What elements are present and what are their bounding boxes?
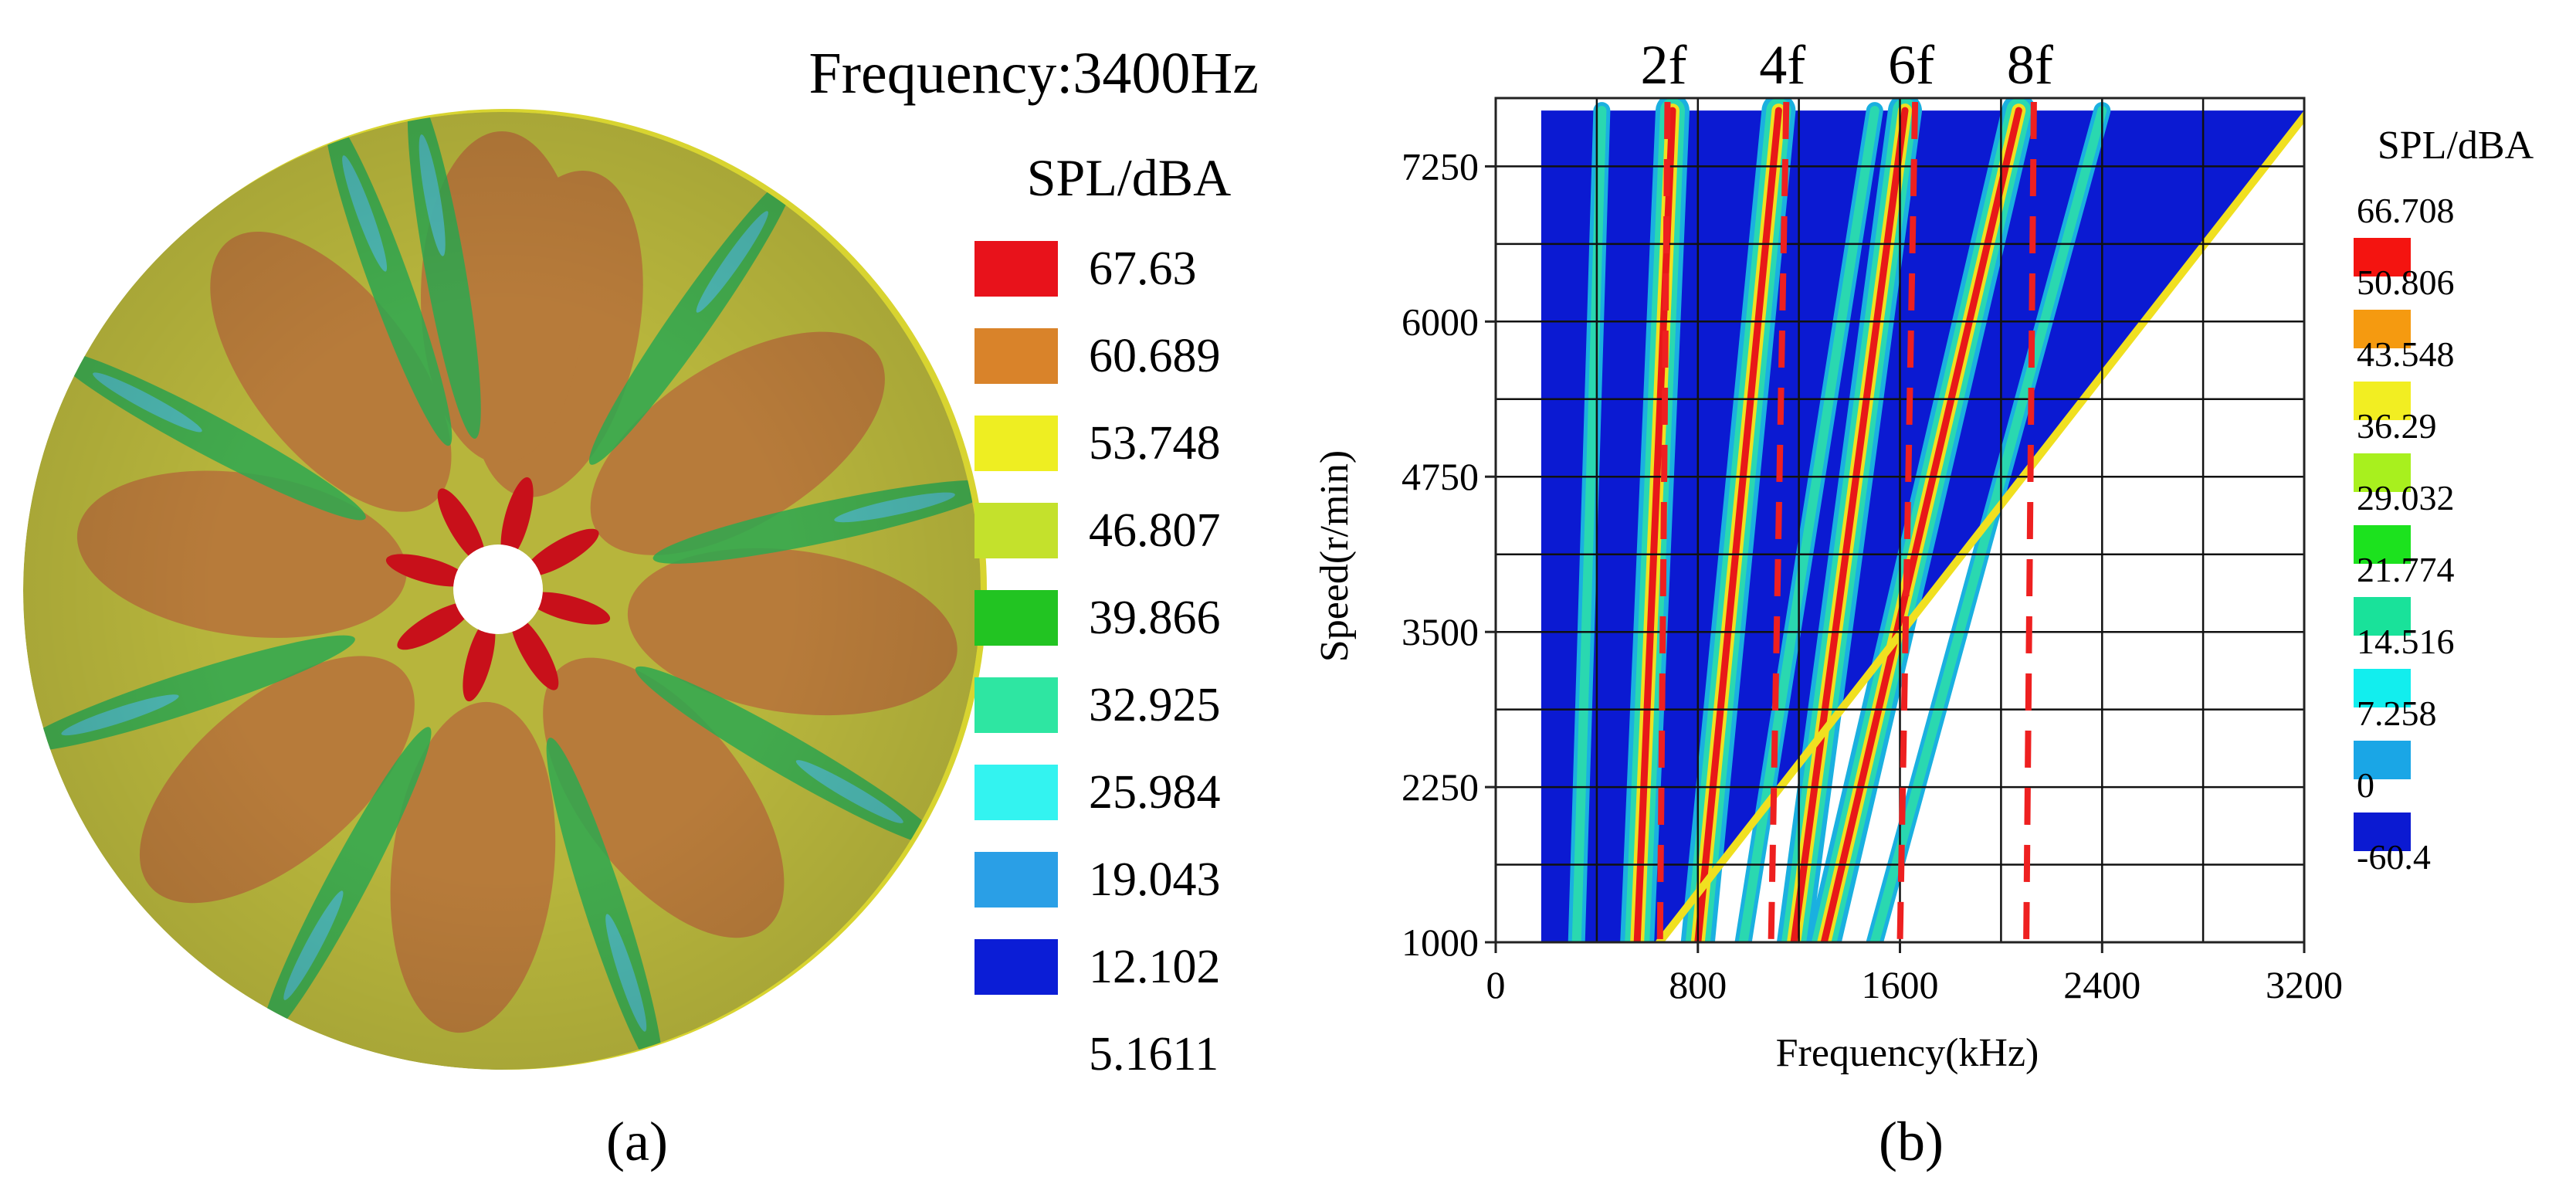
hub-spike [524, 528, 599, 577]
legend-b-value: 36.29 [2357, 406, 2437, 446]
legend-a-value: 25.984 [1089, 766, 1221, 819]
legend-b-value: 66.708 [2357, 191, 2455, 230]
legend-a-value: 32.925 [1089, 679, 1221, 731]
y-tick-label: 3500 [1402, 610, 1479, 653]
hub-spike [397, 602, 472, 650]
y-tick-label: 2250 [1402, 765, 1479, 809]
order-label: 2f [1641, 34, 1687, 96]
sound-pressure-disc [23, 109, 987, 1070]
order-line [2023, 101, 2037, 943]
legend-b-swatch [2354, 813, 2411, 851]
y-axis-label: Speed(r/min) [1313, 450, 1357, 662]
order-line [1656, 101, 1671, 943]
legend-b-swatch [2354, 310, 2411, 348]
legend-b-value: 21.774 [2357, 550, 2455, 589]
legend-a-value: 5.1611 [1089, 1028, 1219, 1081]
legend-a-swatch [974, 939, 1058, 995]
legend-a-value: 60.689 [1089, 330, 1221, 382]
legend-a-value: 19.043 [1089, 853, 1221, 906]
panel-a-label: (a) [606, 1111, 668, 1172]
legend-b-value: 29.032 [2357, 478, 2455, 517]
hub-spike [437, 488, 486, 563]
legend-b-swatch [2354, 669, 2411, 707]
panel-a-legend-title: SPL/dBA [1027, 148, 1232, 207]
x-axis-label: Frequency(kHz) [1776, 1031, 2039, 1075]
legend-b-swatch [2354, 741, 2411, 779]
legend-a-swatch [974, 241, 1058, 297]
hub-spike [463, 619, 496, 702]
legend-b-swatch [2354, 453, 2411, 492]
order-label: 6f [1888, 34, 1934, 96]
y-tick-label: 4750 [1402, 455, 1479, 498]
hub-spike [510, 616, 559, 690]
legend-b-value: 0 [2357, 765, 2374, 805]
legend-a-swatch [974, 328, 1058, 384]
x-tick-label: 3200 [2266, 963, 2343, 1006]
y-tick-label: 6000 [1402, 300, 1479, 343]
panel-b-label: (b) [1879, 1111, 1944, 1172]
x-tick-label: 0 [1486, 963, 1506, 1006]
legend-b-swatch [2354, 238, 2411, 276]
hub-spike [500, 477, 534, 560]
edge-contour [1656, 110, 2304, 942]
x-tick-label: 1600 [1862, 963, 1939, 1006]
legend-a-value: 46.807 [1089, 504, 1221, 557]
legend-a-value: 39.866 [1089, 592, 1221, 644]
legend-b-value: 50.806 [2357, 263, 2455, 302]
legend-a-value: 12.102 [1089, 941, 1221, 993]
order-band-core [1790, 107, 1909, 942]
order-line [1768, 101, 1790, 943]
legend-a-swatch [974, 503, 1058, 558]
axes: 0 800 1600 2400 3200 1000 2250 3500 4750 6000 7250 [1402, 144, 2343, 1006]
legend-a-swatch [974, 765, 1058, 820]
x-tick-label: 2400 [2063, 963, 2140, 1006]
legend-a-swatch [974, 852, 1058, 908]
hub-spike [385, 554, 469, 587]
legend-b-swatch [2354, 382, 2411, 420]
legend-b-swatch [2354, 597, 2411, 636]
panel-a-title: Frequency:3400Hz [808, 41, 1259, 106]
panel-b-legend: 66.708 50.806 43.548 36.29 29.032 21.774 14.51… [2354, 191, 2455, 877]
legend-b-swatch [2354, 525, 2411, 564]
panel-b: 2f 4f 6f 8f 0 800 1600 2400 3200 1000 2250 3500 475… [1313, 34, 2534, 1172]
legend-a-value: 67.63 [1089, 243, 1197, 295]
y-tick-label: 1000 [1402, 921, 1479, 964]
y-tick-label: 7250 [1402, 144, 1479, 188]
panel-a-legend: 67.63 60.689 53.748 46.807 39.866 32.925 25.98… [974, 241, 1221, 1081]
hub-spike [527, 592, 611, 625]
order-band-core [1694, 107, 1782, 942]
order-line [1896, 101, 1919, 943]
legend-b-value: 7.258 [2357, 694, 2437, 733]
panel-b-legend-title: SPL/dBA [2378, 124, 2534, 168]
order-label: 4f [1759, 34, 1805, 96]
legend-b-value: 14.516 [2357, 622, 2455, 661]
legend-a-value: 53.748 [1089, 417, 1221, 470]
order-label: 8f [2007, 34, 2053, 96]
legend-a-swatch [974, 590, 1058, 646]
legend-a-swatch [974, 416, 1058, 471]
legend-b-value: -60.4 [2357, 837, 2431, 877]
disc-hole [453, 545, 543, 634]
panel-a: Frequency:3400Hz SPL/dBA 67.63 60.689 53.7… [23, 41, 1259, 1172]
order-band-core [1820, 107, 2022, 942]
x-tick-label: 800 [1669, 963, 1727, 1006]
legend-a-swatch [974, 677, 1058, 733]
order-lines: 2f 4f 6f 8f [1641, 34, 2053, 943]
legend-b-value: 43.548 [2357, 334, 2455, 374]
